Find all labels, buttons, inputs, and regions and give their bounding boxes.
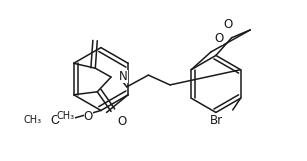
Text: CH₃: CH₃ [24, 115, 42, 125]
Text: CH₃: CH₃ [57, 111, 75, 121]
Text: O: O [214, 32, 223, 45]
Text: O: O [223, 18, 232, 31]
Text: O: O [84, 110, 93, 123]
Text: Br: Br [210, 114, 223, 127]
Text: O: O [50, 114, 60, 127]
Text: O: O [117, 115, 126, 128]
Text: N: N [119, 70, 128, 83]
